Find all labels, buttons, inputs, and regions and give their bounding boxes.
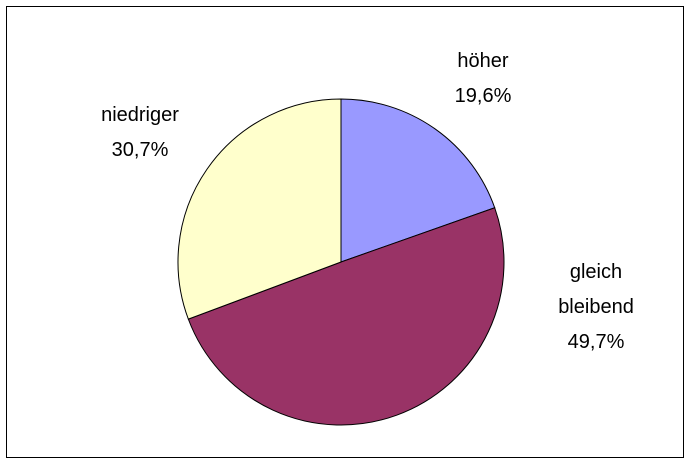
slice-label: gleich bleibend (558, 261, 634, 318)
value-label: 19,6% (454, 85, 512, 107)
slice-label: höher (457, 50, 509, 72)
value-label: 49,7% (567, 331, 625, 353)
chart-frame (6, 6, 684, 458)
value-label: 30,7% (111, 139, 169, 161)
pie-slice (177, 98, 342, 320)
pie-slice (187, 207, 505, 426)
slice-label: niedriger (101, 104, 179, 126)
